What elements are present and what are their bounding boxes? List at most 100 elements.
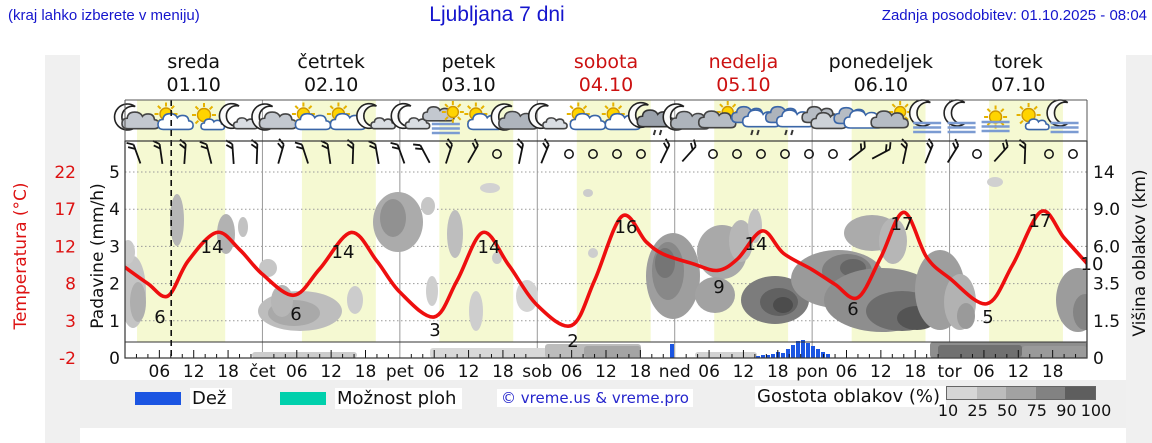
wind-barb-icon bbox=[277, 138, 285, 164]
hour-label: 12 bbox=[183, 362, 205, 382]
wind-calm-icon bbox=[1068, 149, 1078, 159]
wind-barb-icon bbox=[946, 138, 960, 163]
rain-bar bbox=[756, 356, 760, 358]
temp-value-label: 16 bbox=[615, 217, 638, 238]
day-date: 05.10 bbox=[716, 74, 771, 96]
density-swatch bbox=[947, 387, 977, 399]
wind-barb-icon bbox=[126, 142, 142, 164]
density-tick-label: 10 bbox=[937, 401, 959, 420]
temp-value-label: 6 bbox=[290, 304, 301, 325]
showers-label: Možnost ploh bbox=[335, 388, 463, 409]
hour-label: 06 bbox=[561, 362, 583, 382]
rain-bar bbox=[801, 340, 805, 358]
legend-rain: Dež bbox=[135, 388, 233, 409]
precip-tick: 2 bbox=[109, 275, 120, 295]
density-tick-label: 100 bbox=[1080, 401, 1112, 420]
day-abbr-label: tor bbox=[938, 362, 962, 382]
cloud-blob bbox=[588, 248, 598, 258]
rain-bar bbox=[781, 353, 785, 358]
day-abbr-label: pon bbox=[796, 362, 828, 382]
low-cloud-strip bbox=[1022, 346, 1087, 358]
precip-tick: 5 bbox=[109, 163, 120, 183]
cloud-blob bbox=[380, 199, 406, 237]
hour-ticks bbox=[135, 350, 1077, 358]
cloud-tick: 14 bbox=[1093, 163, 1115, 183]
day-name: sreda bbox=[167, 51, 221, 73]
cloud-blob bbox=[1073, 294, 1087, 330]
wind-calm-icon bbox=[780, 149, 790, 159]
rain-bar bbox=[771, 354, 775, 358]
copyright-link[interactable]: © vreme.us & vreme.pro bbox=[497, 389, 693, 407]
bottom-axis-labels: 06 12 18 čet 06 12 18 pet 06 12 18 sob 06 12 18 ned 06 12… bbox=[149, 362, 1064, 382]
temp-tick: 3 bbox=[65, 312, 76, 332]
rain-bar bbox=[796, 341, 800, 358]
cloud-blob bbox=[516, 280, 538, 312]
hour-label: 18 bbox=[630, 362, 652, 382]
density-tick-label: 75 bbox=[1026, 401, 1047, 420]
hour-label: 12 bbox=[320, 362, 342, 382]
showers-swatch-icon bbox=[280, 392, 326, 405]
weather-icon-row bbox=[113, 99, 1079, 136]
wind-calm-icon bbox=[708, 149, 718, 159]
day-abbr-label: ned bbox=[659, 362, 691, 382]
temp-value-label: 14 bbox=[745, 234, 768, 255]
cloud-blob bbox=[695, 277, 735, 313]
wind-barb-icon bbox=[413, 143, 431, 164]
wind-barb-icon bbox=[250, 139, 259, 165]
cloud-blob bbox=[347, 286, 363, 314]
wind-barb-icon bbox=[848, 140, 866, 161]
wind-barb-icon bbox=[681, 139, 697, 163]
day-abbr-label: sob bbox=[522, 362, 552, 382]
weather-icon-moon-fog bbox=[908, 99, 942, 134]
low-cloud-strip bbox=[584, 346, 641, 357]
density-tick-label: 50 bbox=[997, 401, 1018, 420]
precip-tick: 4 bbox=[109, 200, 120, 220]
page-title: Ljubljana 7 dni bbox=[429, 3, 565, 26]
wind-calm-icon bbox=[828, 149, 838, 159]
day-date: 03.10 bbox=[441, 74, 496, 96]
weather-icon-fog-sun bbox=[422, 101, 464, 135]
rain-bar bbox=[761, 355, 765, 358]
cloud-blob bbox=[987, 177, 1003, 187]
wind-calm-icon bbox=[1044, 149, 1054, 159]
hour-label: 18 bbox=[355, 362, 377, 382]
rain-bar bbox=[806, 343, 810, 358]
hour-label: 06 bbox=[698, 362, 720, 382]
temp-tick: -2 bbox=[59, 349, 76, 369]
day-name: nedelja bbox=[708, 51, 779, 73]
wind-barb-icon bbox=[368, 140, 380, 165]
hour-label: 06 bbox=[423, 362, 445, 382]
left-axis-strip bbox=[45, 55, 80, 443]
day-date: 07.10 bbox=[991, 74, 1046, 96]
temp-value-label: 2 bbox=[567, 331, 578, 352]
rain-swatch-icon bbox=[135, 392, 181, 405]
weather-icon-sun-cloud2 bbox=[1016, 103, 1050, 131]
hour-label: 06 bbox=[286, 362, 308, 382]
hour-label: 12 bbox=[1007, 362, 1029, 382]
day-name: torek bbox=[993, 51, 1043, 73]
wind-calm-icon bbox=[492, 149, 502, 159]
cloud-tick: 1.5 bbox=[1093, 312, 1120, 332]
density-tick-label: 25 bbox=[967, 401, 988, 420]
rain-bar bbox=[670, 344, 674, 358]
legend-cloud-density: Gostota oblakov (%) bbox=[755, 386, 947, 407]
wind-barb-icon bbox=[467, 138, 479, 164]
wind-calm-icon bbox=[756, 149, 766, 159]
day-abbr-label: pet bbox=[386, 362, 414, 382]
cloud-blob bbox=[879, 218, 907, 264]
weather-icon-sun-cloud bbox=[326, 102, 367, 131]
hour-label: 06 bbox=[836, 362, 858, 382]
wind-barb-icon bbox=[924, 138, 934, 164]
hour-label: 12 bbox=[733, 362, 755, 382]
weather-icon-sun-fog bbox=[981, 105, 1010, 133]
hour-label: 12 bbox=[595, 362, 617, 382]
rain-bar bbox=[821, 352, 825, 358]
hour-label: 18 bbox=[904, 362, 926, 382]
wind-calm-icon bbox=[972, 149, 982, 159]
wind-barb-icon bbox=[199, 141, 213, 164]
cloud-blob bbox=[480, 183, 500, 193]
wind-barb-icon bbox=[225, 139, 235, 165]
temp-value-label: 9 bbox=[713, 277, 724, 298]
wind-barb-icon bbox=[871, 142, 892, 160]
